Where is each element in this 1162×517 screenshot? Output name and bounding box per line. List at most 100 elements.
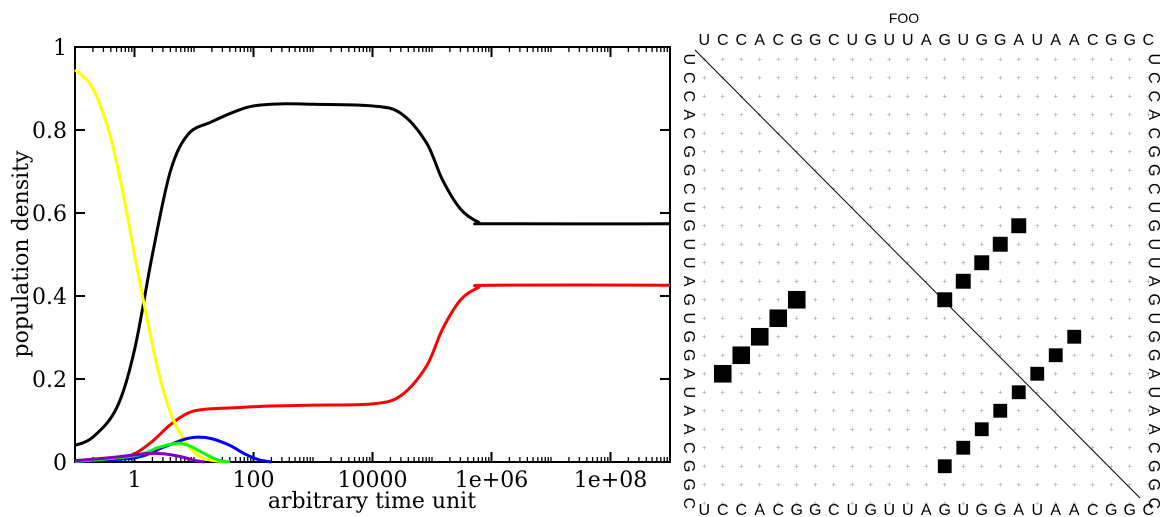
grid-mark xyxy=(813,186,818,191)
grid-mark xyxy=(739,371,744,376)
grid-mark xyxy=(979,223,984,228)
grid-mark xyxy=(1016,94,1021,99)
grid-mark xyxy=(757,482,762,487)
grid-mark xyxy=(998,501,1003,506)
grid-mark xyxy=(1035,131,1040,136)
grid-mark xyxy=(1053,94,1058,99)
grid-mark xyxy=(739,427,744,432)
grid-mark xyxy=(1127,168,1132,173)
grid-mark xyxy=(905,57,910,62)
grid-mark xyxy=(1127,112,1132,117)
grid-mark xyxy=(720,260,725,265)
grid-mark xyxy=(813,94,818,99)
grid-mark xyxy=(757,353,762,358)
grid-mark xyxy=(1072,112,1077,117)
grid-mark xyxy=(831,353,836,358)
grid-mark xyxy=(998,223,1003,228)
grid-mark xyxy=(887,445,892,450)
grid-mark xyxy=(850,390,855,395)
grid-mark xyxy=(961,112,966,117)
grid-mark xyxy=(1146,94,1151,99)
seq-top-letter: U xyxy=(883,32,895,49)
seq-right-letter: G xyxy=(1145,220,1162,232)
grid-mark xyxy=(924,149,929,154)
grid-mark xyxy=(887,112,892,117)
grid-mark xyxy=(1016,297,1021,302)
grid-mark xyxy=(794,371,799,376)
grid-mark xyxy=(924,501,929,506)
grid-mark xyxy=(813,482,818,487)
grid-mark xyxy=(850,445,855,450)
grid-mark xyxy=(1035,408,1040,413)
seq-bottom-letter: C xyxy=(772,502,784,517)
grid-mark xyxy=(1109,371,1114,376)
seq-right-letter: U xyxy=(1145,238,1162,250)
seq-bottom-letter: G xyxy=(976,502,988,517)
seq-bottom-letter: G xyxy=(994,502,1006,517)
grid-mark xyxy=(739,464,744,469)
grid-mark xyxy=(813,297,818,302)
grid-mark xyxy=(831,223,836,228)
grid-mark xyxy=(942,445,947,450)
grid-mark xyxy=(702,353,707,358)
grid-mark xyxy=(813,279,818,284)
grid-mark xyxy=(942,279,947,284)
seq-top-letter: G xyxy=(791,32,803,49)
grid-mark xyxy=(1053,260,1058,265)
grid-mark xyxy=(924,205,929,210)
grid-mark xyxy=(868,482,873,487)
grid-mark xyxy=(1016,501,1021,506)
grid-mark xyxy=(1109,445,1114,450)
grid-mark xyxy=(720,223,725,228)
grid-mark xyxy=(1053,390,1058,395)
grid-mark xyxy=(1109,223,1114,228)
grid-mark xyxy=(942,260,947,265)
grid-mark xyxy=(831,390,836,395)
grid-mark xyxy=(942,131,947,136)
grid-mark xyxy=(1053,57,1058,62)
grid-mark xyxy=(850,501,855,506)
grid-mark xyxy=(702,94,707,99)
grid-mark xyxy=(1053,316,1058,321)
grid-mark xyxy=(1053,168,1058,173)
grid-mark xyxy=(850,408,855,413)
grid-mark xyxy=(794,168,799,173)
grid-mark xyxy=(998,75,1003,80)
grid-mark xyxy=(1072,131,1077,136)
grid-mark xyxy=(1072,279,1077,284)
base-pair-squares xyxy=(713,218,1082,474)
grid-mark xyxy=(1090,149,1095,154)
grid-mark xyxy=(1016,260,1021,265)
grid-mark xyxy=(1127,427,1132,432)
grid-mark xyxy=(850,112,855,117)
grid-mark xyxy=(942,168,947,173)
grid-mark xyxy=(979,279,984,284)
seq-bottom-letter: C xyxy=(828,502,840,517)
grid-mark xyxy=(905,75,910,80)
upper-pair-square xyxy=(1067,329,1082,344)
seq-bottom-letter: U xyxy=(698,502,710,517)
grid-mark xyxy=(905,445,910,450)
grid-mark xyxy=(831,260,836,265)
grid-mark xyxy=(720,390,725,395)
grid-mark xyxy=(1016,149,1021,154)
grid-mark xyxy=(979,168,984,173)
lower-pair-square xyxy=(732,346,751,365)
grid-mark xyxy=(1053,279,1058,284)
grid-mark xyxy=(979,57,984,62)
lower-pair-square xyxy=(787,290,806,309)
grid-mark xyxy=(850,75,855,80)
seq-left-letter: U xyxy=(680,257,697,269)
grid-mark xyxy=(998,57,1003,62)
grid-mark xyxy=(702,464,707,469)
grid-mark xyxy=(702,316,707,321)
grid-mark xyxy=(1146,205,1151,210)
grid-mark xyxy=(924,371,929,376)
grid-mark xyxy=(1035,334,1040,339)
seq-bottom-letter: G xyxy=(791,502,803,517)
grid-mark xyxy=(1053,131,1058,136)
grid-mark xyxy=(1053,112,1058,117)
axis-ticks: 0 0.2 0.4 0.6 0.8 1 1 100 10000 1e+06 1e+08 xyxy=(32,36,670,493)
seq-bottom-letter: U xyxy=(1031,502,1043,517)
grid-mark xyxy=(739,279,744,284)
